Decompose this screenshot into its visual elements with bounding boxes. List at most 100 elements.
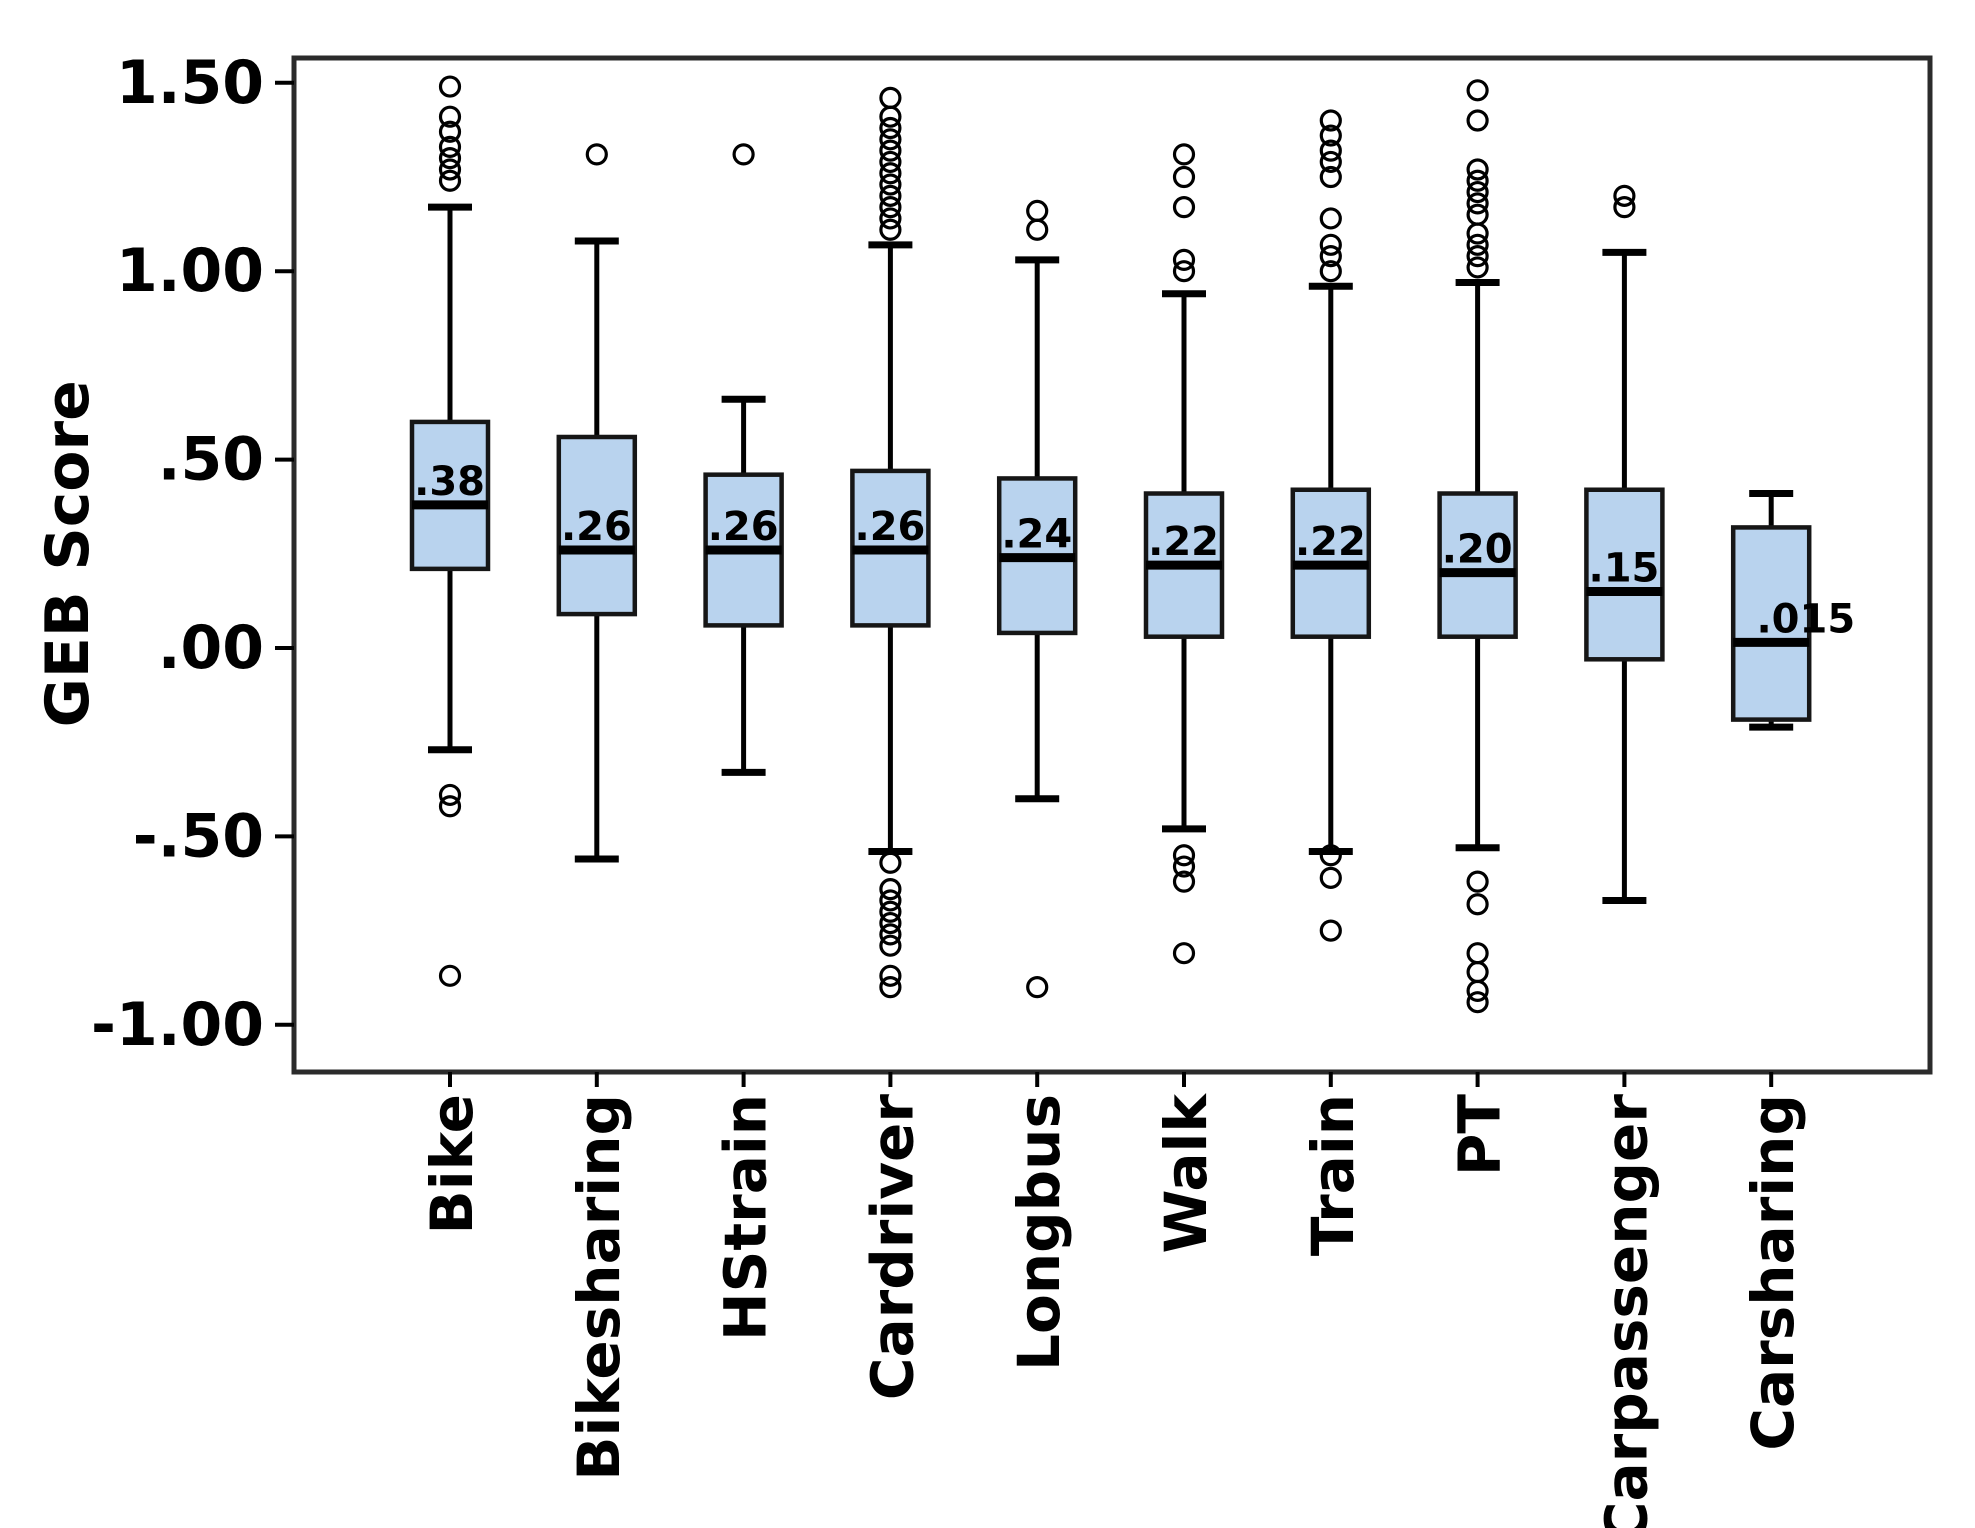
outlier-circle [438, 147, 462, 170]
outlier-circle [1319, 866, 1342, 889]
outlier-circle [879, 878, 902, 901]
outlier-circle [1466, 245, 1489, 268]
boxplot-cardriver: .26 Cardriver [850, 86, 931, 1400]
median-label: .22 [1295, 519, 1366, 565]
outlier-circle [1319, 919, 1342, 942]
iqr-box [1437, 491, 1518, 639]
plot-frame [291, 55, 1933, 1075]
median-label: .20 [1442, 527, 1513, 573]
median-label: .15 [1589, 545, 1660, 591]
outlier-circle [1466, 222, 1489, 245]
iqr-box [1584, 487, 1665, 662]
boxplot-longbus: .24 Longbus [996, 199, 1078, 1371]
outlier-circle [438, 169, 462, 192]
y-tick-label: .50 [158, 425, 264, 495]
outlier-circle [1172, 844, 1196, 867]
iqr-box [409, 419, 491, 572]
outlier-circle [438, 783, 462, 807]
outlier-circle [879, 207, 902, 230]
outlier-circle [1466, 942, 1489, 965]
outlier-circle [879, 86, 902, 109]
outlier-circle [732, 143, 755, 166]
y-tick-label: 1.00 [116, 236, 264, 306]
y-tick-label: -.50 [133, 801, 264, 871]
outlier-circle [1172, 165, 1196, 189]
outlier-circle [438, 135, 462, 158]
x-category-label: Carsharing [1739, 1094, 1807, 1451]
outlier-circle [879, 173, 902, 196]
outlier-circle [1466, 158, 1489, 181]
boxplot-carsharing: .015 Carsharing [1730, 490, 1855, 1451]
outlier-circle [879, 128, 902, 151]
outlier-circle [1613, 184, 1636, 207]
outlier-circle [1466, 192, 1489, 215]
iqr-box [556, 434, 638, 617]
outlier-circle [1172, 870, 1196, 893]
outlier-circle [1466, 893, 1489, 916]
outlier-circle [438, 105, 462, 128]
outlier-circle [1466, 109, 1489, 132]
outlier-circle [1319, 124, 1342, 147]
outlier-circle [1172, 942, 1196, 965]
outlier-circle [1319, 207, 1342, 230]
outlier-circle [879, 116, 902, 140]
outlier-circle [879, 934, 902, 957]
outlier-circle [879, 196, 902, 219]
outlier-circle [1466, 203, 1489, 226]
outlier-circle [879, 851, 902, 874]
outlier-circle [879, 964, 902, 987]
outlier-circle [1466, 79, 1489, 102]
outlier-circle [879, 900, 902, 923]
outlier-circle [1613, 196, 1636, 219]
outlier-circle [1026, 199, 1049, 223]
x-category-label: Carpassenger [1592, 1094, 1660, 1528]
outlier-circle [1319, 109, 1342, 132]
outlier-circle [879, 976, 902, 999]
outlier-circle [1466, 256, 1489, 279]
outlier-circle [879, 139, 902, 162]
outlier-circle [438, 158, 462, 181]
x-category-label: HStrain [712, 1094, 780, 1341]
boxplot-walk: .22 Walk [1143, 143, 1225, 1254]
outlier-circle [1026, 976, 1049, 999]
outlier-circle [585, 143, 608, 166]
x-category-label: Bike [418, 1094, 486, 1234]
outlier-circle [1172, 248, 1196, 271]
x-category-label: Bikesharing [565, 1094, 633, 1481]
iqr-box [1730, 525, 1812, 722]
x-category-label: Walk [1152, 1093, 1220, 1254]
x-category-label: Train [1299, 1094, 1367, 1256]
outlier-circle [1319, 245, 1342, 268]
outlier-circle [879, 911, 902, 935]
outlier-circle [879, 889, 902, 912]
y-tick-label: -1.00 [91, 990, 264, 1060]
outlier-circle [1466, 870, 1489, 893]
boxplot-bike: .38 Bike [409, 75, 491, 1234]
x-category-label: PT [1446, 1094, 1514, 1177]
outlier-circle [879, 218, 902, 241]
x-category-label: Longbus [1005, 1094, 1073, 1371]
outlier-circle [438, 795, 462, 818]
y-axis-title: GEB Score [33, 380, 103, 727]
x-category-label: Cardriver [858, 1094, 926, 1400]
outlier-circle [1319, 233, 1342, 256]
outlier-circle [438, 964, 462, 987]
outlier-circle [1466, 169, 1489, 192]
boxplot-carpassenger: .15 Carpassenger [1584, 184, 1665, 1528]
median-label: .22 [1148, 519, 1219, 565]
boxplot-train: .22 Train [1290, 109, 1372, 1256]
outlier-circle [1466, 960, 1489, 984]
outlier-circle [879, 162, 902, 185]
outlier-circle [1466, 180, 1489, 204]
outlier-circle [1319, 150, 1342, 174]
boxplot-pt: .20 PT [1437, 79, 1518, 1177]
outlier-circle [438, 120, 462, 143]
outlier-circle [1319, 139, 1342, 162]
boxplot-hstrain: .26 HStrain [703, 143, 784, 1341]
median-label: .24 [1001, 512, 1072, 558]
median-label: .26 [855, 504, 926, 550]
outlier-circle [1172, 855, 1196, 878]
outlier-circle [879, 184, 902, 207]
